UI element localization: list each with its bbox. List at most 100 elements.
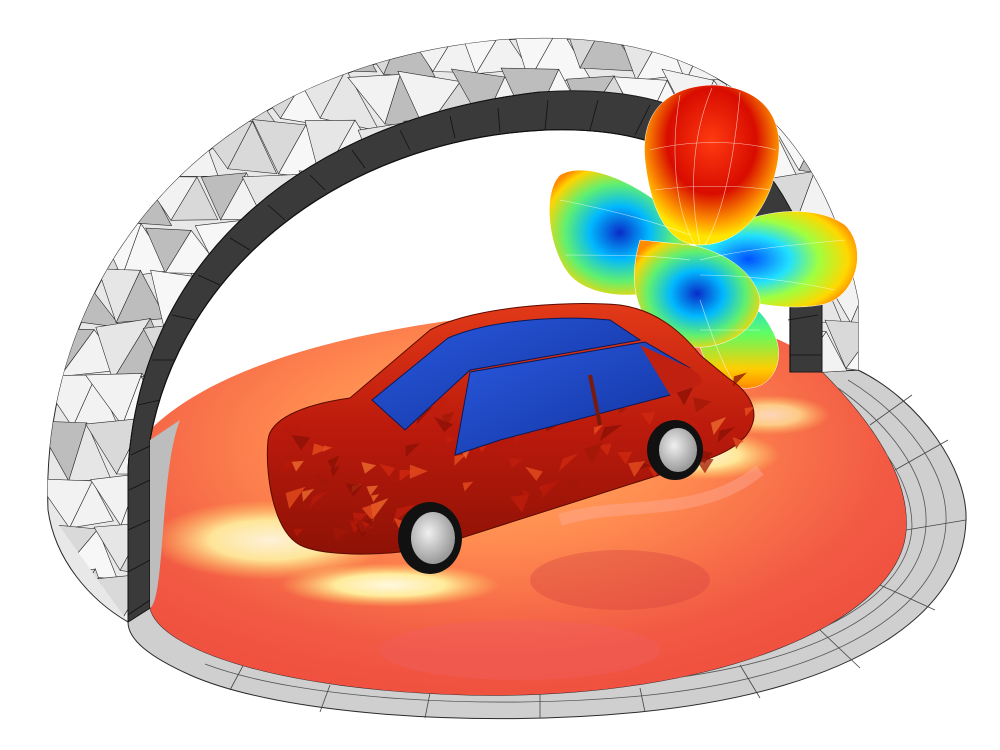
dome-mesh-triangle [744, 38, 795, 79]
dome-mesh-triangle [815, 38, 858, 75]
pml-band-segment [267, 204, 286, 221]
dome-mesh-triangle [823, 120, 858, 170]
pml-band-segment [171, 314, 196, 321]
car-mesh-facet [433, 416, 454, 433]
pml-band-segment [351, 149, 366, 169]
car-mesh-facet [285, 486, 306, 509]
dome-mesh-triangle [252, 272, 294, 329]
car-mesh-facet [291, 460, 304, 472]
dome-mesh-triangle [381, 267, 435, 331]
car-mesh-facet [598, 443, 612, 456]
dome-mesh-triangle [71, 120, 114, 179]
car-mesh-facet [293, 529, 304, 537]
car-mesh-facet [568, 479, 582, 493]
pml-band-segment [229, 237, 251, 251]
car-mesh-facet [628, 460, 646, 477]
dome-mesh-triangle [408, 175, 460, 227]
dome-mesh-triangle [432, 220, 486, 281]
pml-band-segment [128, 479, 151, 491]
car-mesh-facet [330, 465, 340, 478]
car-mesh-facet [366, 485, 379, 496]
dome-mesh-triangle [427, 272, 477, 320]
car-mesh-facet [717, 426, 735, 443]
dome-mesh-triangle [64, 175, 120, 229]
car-rear-wheel [647, 420, 703, 480]
pml-band-segment [127, 599, 151, 616]
car-mesh-facet [584, 441, 604, 465]
dome-mesh-triangle [47, 72, 96, 124]
pattern-lobe-top [644, 84, 780, 246]
dome-mesh-triangle [408, 272, 463, 320]
dome-mesh-triangle [685, 38, 744, 82]
car-mesh-facet [309, 491, 328, 509]
car-mesh-facet [370, 494, 380, 503]
car-mesh-facet [509, 457, 523, 469]
dome-mesh-triangle [68, 38, 117, 79]
dome-mesh-triangle [274, 38, 326, 76]
dome-mesh-triangle [227, 120, 278, 175]
car-mesh-facet [332, 526, 350, 541]
car-mesh-facet [478, 445, 487, 453]
dome-mesh-triangle [841, 120, 858, 180]
dome-mesh-triangle [841, 38, 858, 77]
dome-mesh-triangle [484, 167, 537, 229]
dome-mesh-triangle [425, 175, 487, 226]
car-mesh-facet [314, 474, 330, 486]
car-mesh-facet [436, 395, 451, 411]
dome-mesh-triangle [347, 267, 399, 327]
dome-mesh-triangle [192, 75, 245, 122]
car-b-pillar [588, 374, 602, 426]
car-mesh-facet [521, 488, 531, 496]
dome-mesh-triangle [297, 275, 346, 326]
dome-mesh-triangle [117, 69, 175, 132]
dome-mesh-triangle [798, 38, 854, 82]
pml-band-segment [449, 115, 456, 139]
car-mesh-facet [618, 406, 628, 414]
car-mesh-facet [593, 424, 604, 435]
car-mesh-facet [416, 406, 434, 425]
car-mesh-facet [693, 397, 712, 413]
dome-mesh-triangle [772, 71, 824, 122]
pml-band-segment [589, 99, 599, 131]
dome-mesh-triangle [193, 38, 254, 73]
pml-band-segment [787, 314, 819, 321]
dome-mesh-triangle [201, 322, 252, 380]
dome-mesh-triangle [115, 38, 174, 79]
car-mesh-facet [379, 463, 396, 477]
pattern-lobe-front [634, 239, 761, 348]
dome-mesh-triangle [842, 68, 858, 132]
dome-mesh-triangle [280, 272, 330, 330]
pml-band-segment [130, 444, 153, 456]
dome-mesh-triangle [94, 38, 149, 79]
pml-band-segment [309, 174, 326, 191]
dome-mesh-triangle [149, 38, 192, 79]
car-model [266, 303, 755, 574]
car-mesh-facet [617, 451, 633, 465]
far-field-radiation-pattern [549, 84, 858, 389]
pml-band-segment [634, 104, 651, 136]
dome-mesh-triangle [68, 422, 112, 482]
dome-mesh-triangle [384, 175, 438, 223]
dome-mesh-triangle [274, 217, 326, 280]
dome-mesh-triangle [47, 175, 89, 225]
pml-band-segment [497, 107, 501, 133]
dome-mesh-triangle [798, 121, 852, 178]
dome-mesh-triangle [482, 223, 540, 281]
car-mesh-facet [327, 455, 340, 471]
rim [659, 428, 697, 472]
dome-mesh-triangle [115, 119, 177, 179]
pml-band-segment [127, 519, 151, 531]
car-mesh-facet [284, 426, 301, 440]
dome-mesh-triangle [353, 175, 410, 223]
car-mesh-facet [599, 424, 623, 442]
dome-mesh-triangle [170, 74, 227, 126]
dome-mesh-triangle [851, 178, 858, 230]
dome-mesh-triangle [47, 224, 90, 279]
dome-mesh-triangle [372, 217, 425, 276]
dome-mesh-triangle [456, 223, 510, 282]
dome-mesh-triangle [791, 73, 848, 122]
car-mesh-facet [525, 466, 543, 481]
dome-mesh-triangle [91, 171, 148, 223]
dome-mesh-triangle [485, 130, 538, 182]
